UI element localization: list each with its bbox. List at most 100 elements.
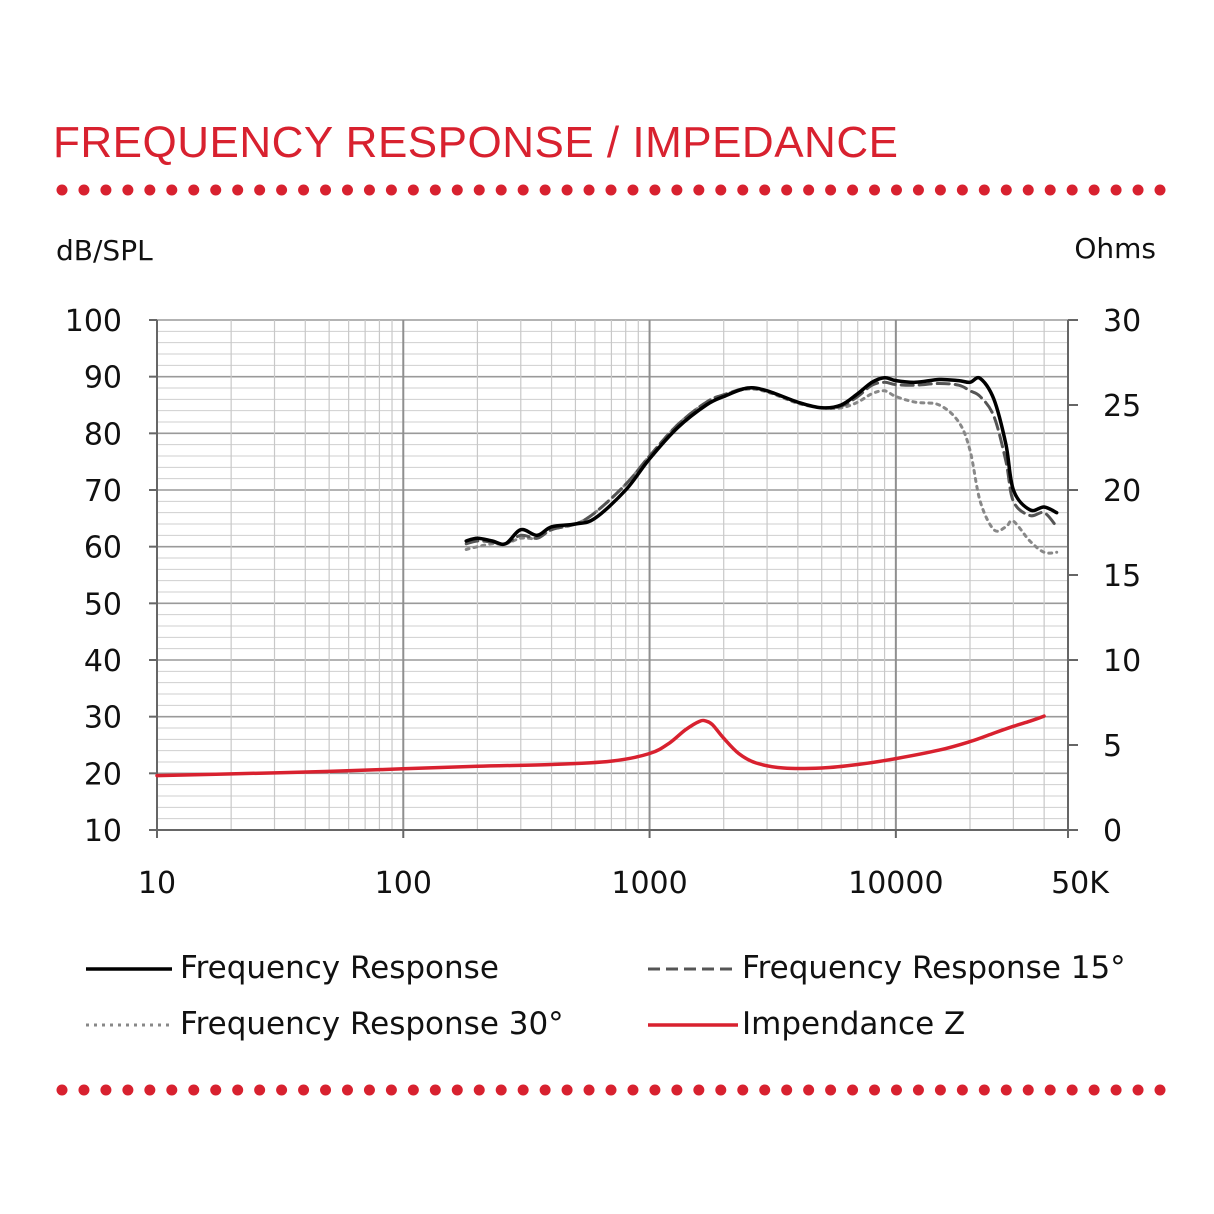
divider-dot (1088, 184, 1100, 196)
divider-dot (122, 1084, 134, 1096)
divider-dot (869, 184, 881, 196)
y-right-tick-label: 15 (1103, 559, 1141, 594)
divider-dot (363, 184, 375, 196)
legend-label-frequency-response-30: Frequency Response 30° (180, 1006, 564, 1042)
divider-dot (276, 184, 288, 196)
divider-dot (188, 184, 200, 196)
divider-dot (210, 184, 222, 196)
divider-dot (429, 1084, 441, 1096)
divider-dot (517, 1084, 529, 1096)
y-left-tick-label: 50 (84, 587, 122, 622)
y-right-tick-label: 30 (1103, 304, 1141, 339)
divider-dot (144, 1084, 156, 1096)
divider-dot (781, 1084, 793, 1096)
divider-dot (1132, 184, 1144, 196)
y-left-tick-label: 20 (84, 757, 122, 792)
legend-label-frequency-response-15: Frequency Response 15° (742, 950, 1126, 986)
divider-dot (1154, 184, 1166, 196)
y-axis-right-title: Ohms (1074, 232, 1156, 265)
divider-dot (298, 184, 310, 196)
divider-dot (1066, 184, 1078, 196)
y-right-tick-label: 20 (1103, 474, 1141, 509)
divider-dot (803, 1084, 815, 1096)
divider-dot (956, 1084, 968, 1096)
divider-dot (341, 184, 353, 196)
divider-dot (869, 1084, 881, 1096)
divider-dot (100, 184, 112, 196)
divider-dot (759, 1084, 771, 1096)
y-axis-left-title: dB/SPL (56, 234, 153, 267)
series-line-frequency-response (464, 375, 1059, 547)
divider-dot (649, 1084, 661, 1096)
divider-dot (100, 1084, 112, 1096)
divider-dot (934, 1084, 946, 1096)
divider-dot (978, 184, 990, 196)
divider-dot (495, 184, 507, 196)
divider-dot (56, 184, 68, 196)
y-left-tick-label: 60 (84, 531, 122, 566)
divider-dot (649, 184, 661, 196)
divider-dot (956, 184, 968, 196)
divider-dot (320, 1084, 332, 1096)
divider-dot (254, 1084, 266, 1096)
divider-dot (912, 184, 924, 196)
y-left-tick-label: 30 (84, 701, 122, 736)
divider-dot (759, 184, 771, 196)
divider-dot (166, 1084, 178, 1096)
dotted-divider-top (56, 184, 1166, 196)
divider-dot (1044, 1084, 1056, 1096)
divider-dot (1110, 184, 1122, 196)
dotted-divider-bottom (56, 1084, 1166, 1096)
divider-dot (495, 1084, 507, 1096)
divider-dot (254, 184, 266, 196)
divider-dot (232, 1084, 244, 1096)
divider-dot (1022, 1084, 1034, 1096)
legend-swatch-frequency-response-15 (648, 967, 738, 971)
divider-dot (363, 1084, 375, 1096)
divider-dot (407, 184, 419, 196)
divider-dot (693, 1084, 705, 1096)
divider-dot (825, 1084, 837, 1096)
divider-dot (890, 184, 902, 196)
divider-dot (825, 184, 837, 196)
y-left-tick-label: 100 (65, 304, 122, 339)
divider-dot (188, 1084, 200, 1096)
y-right-tick-label: 10 (1103, 644, 1141, 679)
divider-dot (407, 1084, 419, 1096)
divider-dot (605, 1084, 617, 1096)
divider-dot (583, 1084, 595, 1096)
divider-dot (912, 1084, 924, 1096)
divider-dot (451, 184, 463, 196)
x-tick-label: 50K (1051, 866, 1110, 901)
divider-dot (715, 1084, 727, 1096)
divider-dot (144, 184, 156, 196)
divider-dot (385, 1084, 397, 1096)
divider-dot (737, 1084, 749, 1096)
x-tick-label: 10 (138, 866, 176, 901)
divider-dot (341, 1084, 353, 1096)
divider-dot (320, 184, 332, 196)
divider-dot (890, 1084, 902, 1096)
divider-dot (473, 184, 485, 196)
divider-dot (473, 1084, 485, 1096)
divider-dot (561, 184, 573, 196)
x-tick-label: 1000 (611, 866, 687, 901)
divider-dot (451, 1084, 463, 1096)
divider-dot (605, 184, 617, 196)
divider-dot (1044, 184, 1056, 196)
legend-swatch-frequency-response (86, 967, 172, 971)
y-right-tick-label: 0 (1103, 814, 1122, 849)
y-left-tick-label: 40 (84, 644, 122, 679)
divider-dot (78, 1084, 90, 1096)
divider-dot (232, 184, 244, 196)
divider-dot (1088, 1084, 1100, 1096)
y-right-tick-label: 25 (1103, 389, 1141, 424)
legend-swatch-frequency-response-30 (86, 1023, 172, 1027)
divider-dot (539, 1084, 551, 1096)
divider-dot (1022, 184, 1034, 196)
series-line-impedance (155, 714, 1046, 778)
divider-dot (671, 184, 683, 196)
divider-dot (803, 184, 815, 196)
divider-dot (671, 1084, 683, 1096)
